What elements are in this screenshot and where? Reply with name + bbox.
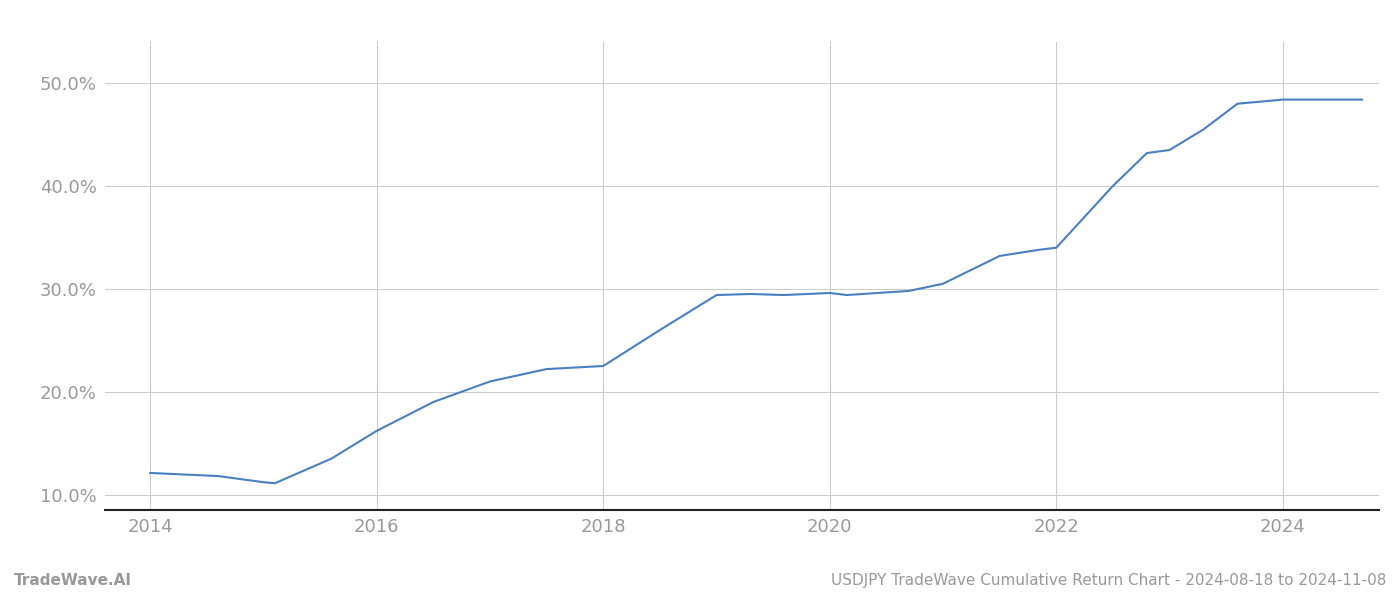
- Text: TradeWave.AI: TradeWave.AI: [14, 573, 132, 588]
- Text: USDJPY TradeWave Cumulative Return Chart - 2024-08-18 to 2024-11-08: USDJPY TradeWave Cumulative Return Chart…: [830, 573, 1386, 588]
